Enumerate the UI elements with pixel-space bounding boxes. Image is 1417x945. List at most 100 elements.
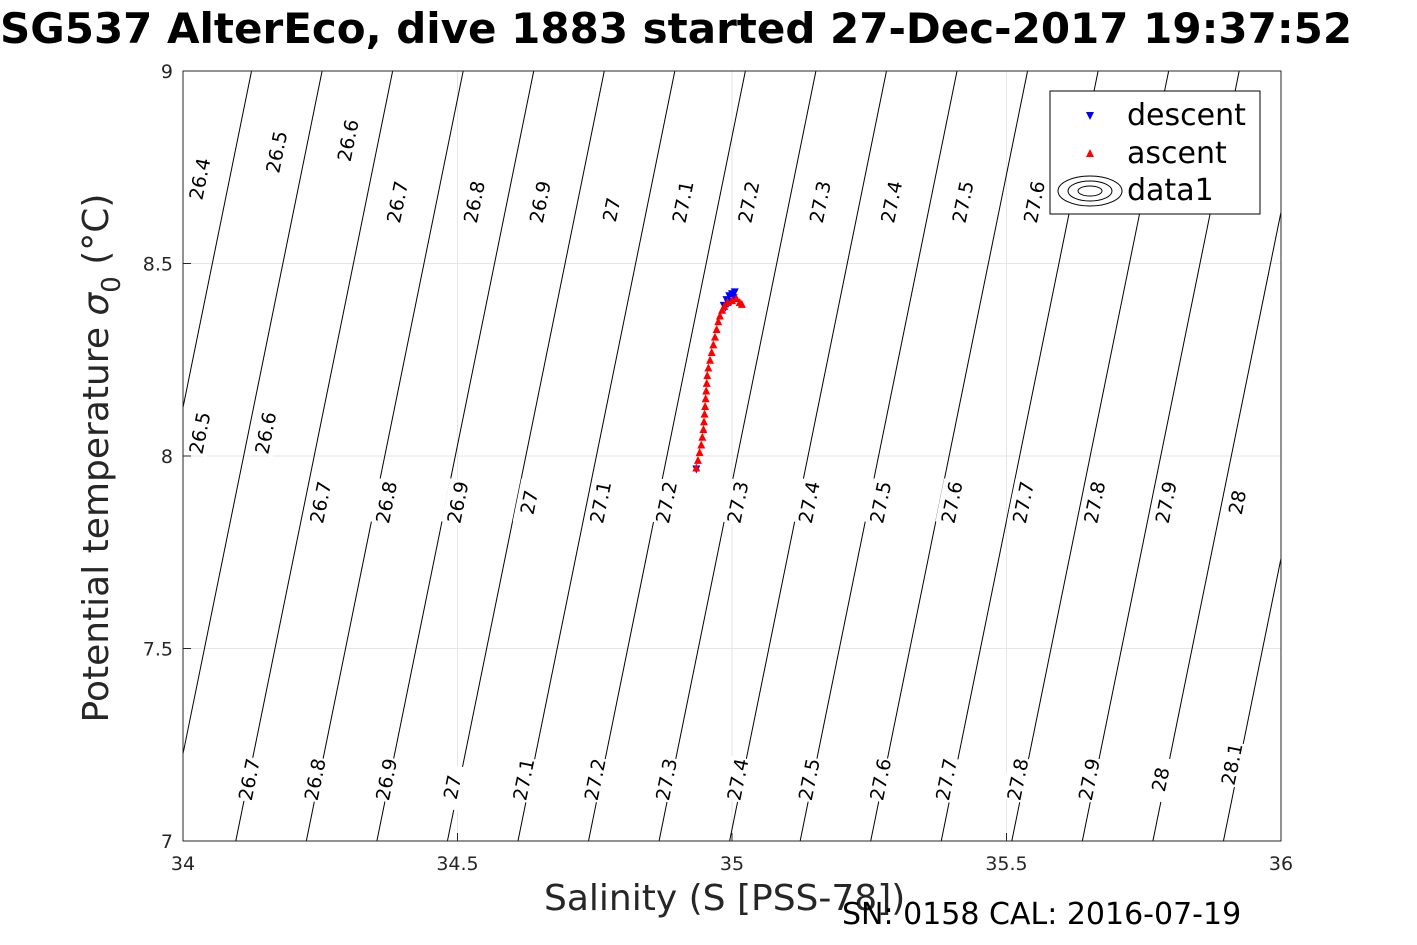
legend-contour-ring xyxy=(1057,175,1123,207)
isopycnal-line xyxy=(870,70,1029,842)
contour-label: 26.9 xyxy=(443,479,473,525)
legend-descent-marker xyxy=(1086,112,1094,120)
contour-label-bg xyxy=(183,408,216,457)
isopycnal-line xyxy=(658,70,817,842)
contour-label: 27.6 xyxy=(1020,179,1050,225)
contour-label-bg xyxy=(864,478,897,527)
contour-label: 27.5 xyxy=(866,479,896,525)
contour-label: 27.8 xyxy=(1003,757,1033,803)
isopycnal-line xyxy=(182,70,253,408)
ascent-point xyxy=(700,409,709,418)
ascent-point xyxy=(692,463,701,472)
contour-label: 27.4 xyxy=(877,179,907,225)
contour-label: 26.5 xyxy=(262,129,292,175)
contour-label: 27 xyxy=(440,773,466,801)
contour-label: 28 xyxy=(1148,766,1174,794)
contour-label-bg xyxy=(649,478,683,527)
legend-box xyxy=(1049,90,1261,215)
x-tick-label: 35 xyxy=(720,853,744,875)
contour-label-bg xyxy=(721,755,754,804)
ascent-point xyxy=(702,378,711,387)
contour-label-bg xyxy=(369,478,403,527)
axis-ticks: 34 34.5 35 35.5 36 7 7.5 8 8.5 9 xyxy=(143,61,1293,875)
contour-label-bg xyxy=(732,177,765,226)
contour-label-bg xyxy=(523,177,556,226)
contour-label-bg xyxy=(1078,478,1111,527)
isopycnal-line xyxy=(588,70,746,842)
ascent-point xyxy=(732,294,741,303)
ascent-point xyxy=(695,448,704,457)
contour-label: 26.4 xyxy=(185,156,215,202)
isopycnal-line xyxy=(517,70,676,842)
ascent-point xyxy=(710,332,719,341)
contour-label: 27 xyxy=(599,196,625,224)
contour-label-bg xyxy=(1001,755,1034,804)
contour-label: 26.6 xyxy=(334,118,364,164)
ascent-point xyxy=(698,432,707,441)
contour-label: 28 xyxy=(1225,488,1251,516)
ascent-point xyxy=(714,317,723,326)
ascent-point xyxy=(715,311,724,320)
contour-label: 27.4 xyxy=(795,479,825,525)
contour-label-bg xyxy=(803,177,836,226)
isopycnal-line xyxy=(1152,212,1282,842)
isopycnal-line xyxy=(729,70,887,842)
isopycnal-line xyxy=(182,70,323,754)
isopycnal-line xyxy=(235,70,394,842)
ascent-point xyxy=(699,425,708,434)
contour-label-bg xyxy=(875,177,908,226)
contour-label-bg xyxy=(1220,478,1254,527)
ascent-point xyxy=(703,371,712,380)
contour-label-bg xyxy=(260,127,293,176)
contour-label-bg xyxy=(1006,478,1040,527)
contour-label: 27 xyxy=(517,488,543,516)
y-tick-label: 8.5 xyxy=(143,254,173,276)
ascent-point xyxy=(701,394,710,403)
contour-label: 27.6 xyxy=(866,757,896,803)
contour-label-bg xyxy=(649,755,683,804)
contour-label-bg xyxy=(929,755,963,804)
ascent-point xyxy=(702,386,711,395)
contour-label-bg xyxy=(595,185,628,234)
ascent-point xyxy=(704,363,713,372)
ascent-point xyxy=(737,299,746,308)
contour-label: 26.7 xyxy=(235,757,265,803)
contour-label: 27.1 xyxy=(669,179,699,225)
contour-label: 27.1 xyxy=(509,757,539,803)
contour-label-bg xyxy=(331,116,364,165)
y-tick-label: 7 xyxy=(161,831,173,853)
contour-label-bg xyxy=(507,755,540,804)
legend-ascent-label: ascent xyxy=(1127,136,1227,171)
contour-label: 26.8 xyxy=(372,479,402,525)
contour-label-bg xyxy=(946,177,979,226)
contour-label: 26.8 xyxy=(301,757,331,803)
footer-calibration-note: SN: 0158 CAL: 2016-07-19 xyxy=(842,897,1242,932)
ascent-point xyxy=(706,355,715,364)
contour-label: 27.5 xyxy=(949,179,979,225)
contour-label-bg xyxy=(1149,478,1182,527)
ascent-point xyxy=(697,440,706,449)
y-tick-label: 9 xyxy=(161,61,173,83)
contour-label-bg xyxy=(304,478,337,527)
contour-label-bg xyxy=(864,755,897,804)
legend-descent-label: descent xyxy=(1127,98,1246,133)
ascent-point xyxy=(693,455,702,464)
contour-label: 27.9 xyxy=(1152,479,1182,525)
contour-label-bg xyxy=(1017,177,1051,226)
legend: descent ascent data1 xyxy=(1049,90,1261,215)
x-tick-label: 34 xyxy=(171,853,195,875)
isopycnal-line xyxy=(446,70,605,842)
contour-label-bg xyxy=(792,478,826,527)
x-tick-label: 36 xyxy=(1269,853,1293,875)
contour-label: 27.3 xyxy=(723,479,753,525)
contour-label: 27.3 xyxy=(806,179,836,225)
contour-label-bg xyxy=(380,177,414,226)
contour-label-bg xyxy=(441,478,474,527)
x-tick-label: 35.5 xyxy=(985,853,1027,875)
x-axis-label: Salinity (S [PSS-78]) xyxy=(544,878,906,919)
y-tick-label: 7.5 xyxy=(143,639,173,661)
contour-label-bg xyxy=(1072,755,1105,804)
contour-label: 26.8 xyxy=(460,179,490,225)
contour-label-bg xyxy=(1215,740,1248,788)
